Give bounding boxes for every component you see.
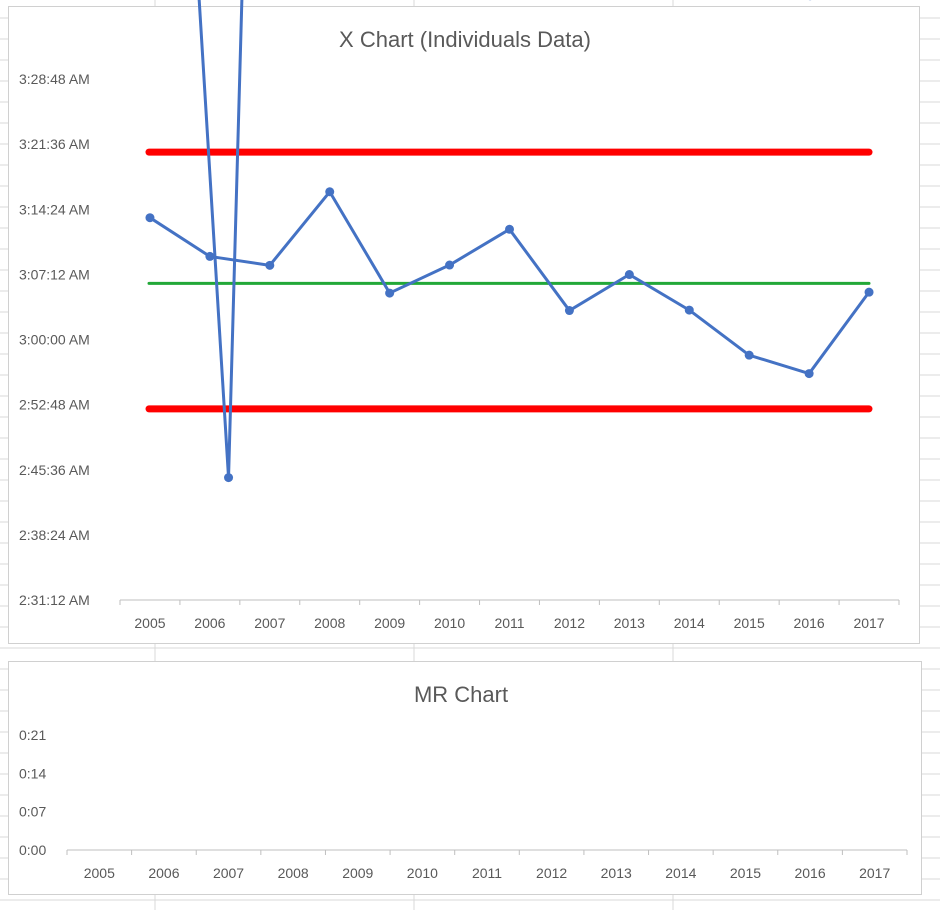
x-y-tick-label: 2:38:24 AM (19, 527, 90, 543)
mr-x-tick-label: 2012 (536, 865, 567, 881)
x-x-tick-label: 2015 (734, 615, 765, 631)
x-data-point (684, 305, 694, 315)
mr-x-tick-label: 2006 (148, 865, 179, 881)
x-y-tick-label: 2:31:12 AM (19, 592, 90, 608)
mr-x-tick-label: 2014 (665, 865, 696, 881)
x-chart[interactable]: X Chart (Individuals Data) 3:28:48 AM 3:2… (8, 6, 920, 644)
mr-y-tick-label: 0:00 (19, 842, 46, 858)
x-x-tick-label: 2012 (554, 615, 585, 631)
x-chart-title: X Chart (Individuals Data) (339, 27, 591, 52)
mr-x-tick-label: 2017 (859, 865, 890, 881)
mr-chart[interactable]: MR Chart 0:21 0:14 0:07 0:00 2005 2006 2007 20… (8, 0, 922, 895)
x-data-point (804, 369, 814, 379)
mr-y-tick-label: 0:21 (19, 727, 46, 743)
x-y-tick-label: 2:45:36 AM (19, 462, 90, 478)
mr-x-tick-label: 2011 (472, 865, 502, 881)
x-x-tick-label: 2008 (314, 615, 345, 631)
x-data-point (744, 350, 754, 360)
x-data-point (145, 213, 155, 223)
x-y-tick-label: 2:52:48 AM (19, 397, 90, 413)
mr-x-tick-label: 2009 (342, 865, 373, 881)
x-x-tick-label: 2005 (134, 615, 165, 631)
mr-y-tick-label: 0:14 (19, 765, 46, 781)
mr-x-tick-label: 2008 (278, 865, 309, 881)
x-x-tick-label: 2007 (254, 615, 285, 631)
mr-data-point (224, 473, 234, 483)
x-chart-plot: X Chart (Individuals Data) 3:28:48 AM 3:2… (19, 27, 900, 631)
x-data-point (205, 251, 215, 261)
x-y-tick-label: 3:28:48 AM (19, 71, 90, 87)
x-y-tick-label: 3:14:24 AM (19, 201, 90, 217)
x-data-point (864, 287, 874, 297)
mr-x-tick-label: 2016 (794, 865, 825, 881)
mr-x-tick-label: 2005 (84, 865, 115, 881)
x-data-point (325, 187, 335, 197)
x-data-point (445, 260, 455, 270)
x-x-tick-label: 2016 (794, 615, 825, 631)
x-y-tick-label: 3:21:36 AM (19, 136, 90, 152)
mr-chart-plot: MR Chart 0:21 0:14 0:07 0:00 2005 2006 2007 20… (19, 0, 908, 881)
x-x-tick-label: 2009 (374, 615, 405, 631)
x-x-tick-label: 2010 (434, 615, 465, 631)
mr-x-tick-label: 2010 (407, 865, 438, 881)
x-data-point (505, 224, 514, 234)
x-y-tick-label: 3:07:12 AM (19, 266, 90, 282)
x-x-tick-label: 2017 (853, 615, 884, 631)
x-data-point (564, 306, 574, 316)
x-x-tick-label: 2014 (674, 615, 705, 631)
mr-x-tick-label: 2013 (601, 865, 632, 881)
x-data-point (385, 288, 395, 298)
x-data-point (265, 260, 275, 270)
x-x-tick-label: 2013 (614, 615, 645, 631)
x-x-tick-label: 2011 (494, 615, 524, 631)
x-data-point (624, 270, 634, 280)
mr-x-tick-label: 2007 (213, 865, 244, 881)
mr-chart-title: MR Chart (414, 682, 508, 707)
mr-x-tick-label: 2015 (730, 865, 761, 881)
x-x-tick-label: 2006 (194, 615, 225, 631)
mr-y-tick-label: 0:07 (19, 804, 46, 820)
x-y-tick-label: 3:00:00 AM (19, 332, 90, 348)
